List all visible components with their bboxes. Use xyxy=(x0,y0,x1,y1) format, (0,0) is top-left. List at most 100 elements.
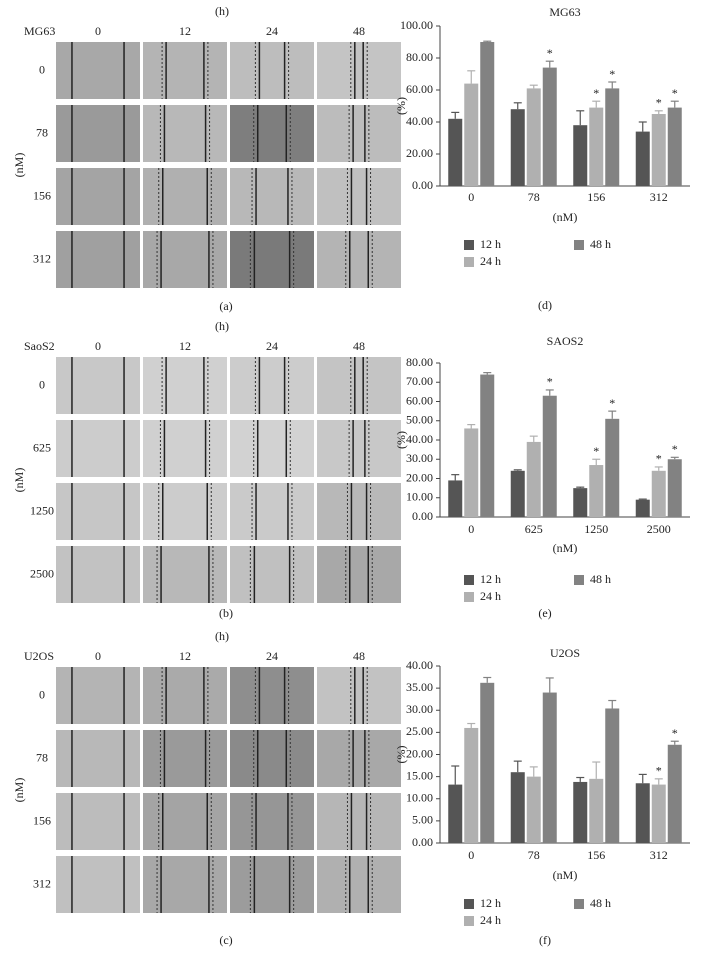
legend-swatch xyxy=(574,575,584,585)
time-axis-title: (h) xyxy=(215,319,229,333)
panel-label: (a) xyxy=(219,299,232,313)
y-tick-label: 30.00 xyxy=(406,702,433,716)
micrograph xyxy=(56,730,140,787)
y-tick-label: 60.00 xyxy=(406,82,433,96)
bar xyxy=(464,83,479,186)
legend-swatch xyxy=(464,592,474,602)
micrograph xyxy=(230,357,314,414)
time-axis-title: (h) xyxy=(215,4,229,18)
bar xyxy=(464,727,479,843)
legend-label: 24 h xyxy=(480,913,501,927)
y-axis-title: (%) xyxy=(394,431,408,449)
bar xyxy=(510,470,525,517)
row-label: 156 xyxy=(33,188,51,202)
micrograph xyxy=(143,856,227,913)
y-axis-title: (%) xyxy=(394,746,408,764)
micrograph xyxy=(230,730,314,787)
x-tick-label: 78 xyxy=(528,190,540,204)
x-tick-label: 2500 xyxy=(647,522,671,536)
micrograph xyxy=(317,168,401,225)
significance-mark: * xyxy=(656,452,662,466)
bar xyxy=(605,418,620,517)
bar xyxy=(573,488,588,517)
legend-label: 24 h xyxy=(480,589,501,603)
bar xyxy=(526,776,541,843)
micrograph xyxy=(317,667,401,724)
chart-title: SAOS2 xyxy=(547,334,584,348)
panel-label: (e) xyxy=(538,606,551,620)
micrograph xyxy=(230,856,314,913)
x-axis-title: (nM) xyxy=(553,868,578,882)
micrograph xyxy=(317,793,401,850)
x-tick-label: 625 xyxy=(525,522,543,536)
x-tick-label: 0 xyxy=(468,848,474,862)
legend-label: 48 h xyxy=(590,572,611,586)
panel-label: (b) xyxy=(219,606,233,620)
bar xyxy=(448,118,463,186)
bar xyxy=(464,428,479,517)
micrograph xyxy=(56,856,140,913)
x-tick-label: 312 xyxy=(650,190,668,204)
row-label: 78 xyxy=(36,125,48,139)
x-tick-label: 0 xyxy=(468,522,474,536)
significance-mark: * xyxy=(593,444,599,458)
row-label: 156 xyxy=(33,813,51,827)
micrograph xyxy=(56,357,140,414)
bar xyxy=(667,744,682,843)
bar xyxy=(526,88,541,186)
column-label: 48 xyxy=(353,649,365,663)
row-label: 0 xyxy=(39,377,45,391)
y-tick-label: 15.00 xyxy=(406,768,433,782)
bar xyxy=(651,470,666,517)
micrograph xyxy=(317,730,401,787)
micrograph xyxy=(143,546,227,603)
legend-swatch xyxy=(464,916,474,926)
y-tick-label: 5.00 xyxy=(412,813,433,827)
y-tick-label: 60.00 xyxy=(406,393,433,407)
y-tick-label: 0.00 xyxy=(412,178,433,192)
micrograph xyxy=(56,667,140,724)
micrograph xyxy=(230,546,314,603)
y-tick-label: 20.00 xyxy=(406,470,433,484)
bar xyxy=(542,395,557,517)
column-label: 12 xyxy=(179,339,191,353)
row-axis-title: (nM) xyxy=(12,778,26,803)
cell-line-label: SaoS2 xyxy=(24,339,55,353)
legend-label: 48 h xyxy=(590,237,611,251)
legend-label: 12 h xyxy=(480,572,501,586)
x-tick-label: 312 xyxy=(650,848,668,862)
chart-title: U2OS xyxy=(550,646,580,660)
bar xyxy=(635,783,650,843)
panel-label: (d) xyxy=(538,298,552,312)
y-tick-label: 0.00 xyxy=(412,509,433,523)
micrograph xyxy=(317,483,401,540)
column-label: 48 xyxy=(353,24,365,38)
row-label: 0 xyxy=(39,62,45,76)
legend-swatch xyxy=(464,257,474,267)
y-tick-label: 35.00 xyxy=(406,680,433,694)
significance-mark: * xyxy=(547,375,553,389)
y-axis-title: (%) xyxy=(394,97,408,115)
x-axis-title: (nM) xyxy=(553,541,578,555)
legend-label: 12 h xyxy=(480,896,501,910)
micrograph xyxy=(317,231,401,288)
micrograph xyxy=(230,420,314,477)
cell-line-label: U2OS xyxy=(24,649,54,663)
row-label: 625 xyxy=(33,440,51,454)
bar xyxy=(589,778,604,843)
micrograph xyxy=(143,42,227,99)
micrograph xyxy=(56,793,140,850)
column-label: 24 xyxy=(266,339,278,353)
micrograph xyxy=(317,856,401,913)
micrograph xyxy=(317,42,401,99)
micrograph xyxy=(230,168,314,225)
row-label: 312 xyxy=(33,251,51,265)
x-axis-title: (nM) xyxy=(553,210,578,224)
micrograph xyxy=(230,483,314,540)
column-label: 24 xyxy=(266,649,278,663)
micrograph xyxy=(143,105,227,162)
bar xyxy=(542,67,557,186)
y-tick-label: 20.00 xyxy=(406,146,433,160)
y-tick-label: 40.00 xyxy=(406,114,433,128)
